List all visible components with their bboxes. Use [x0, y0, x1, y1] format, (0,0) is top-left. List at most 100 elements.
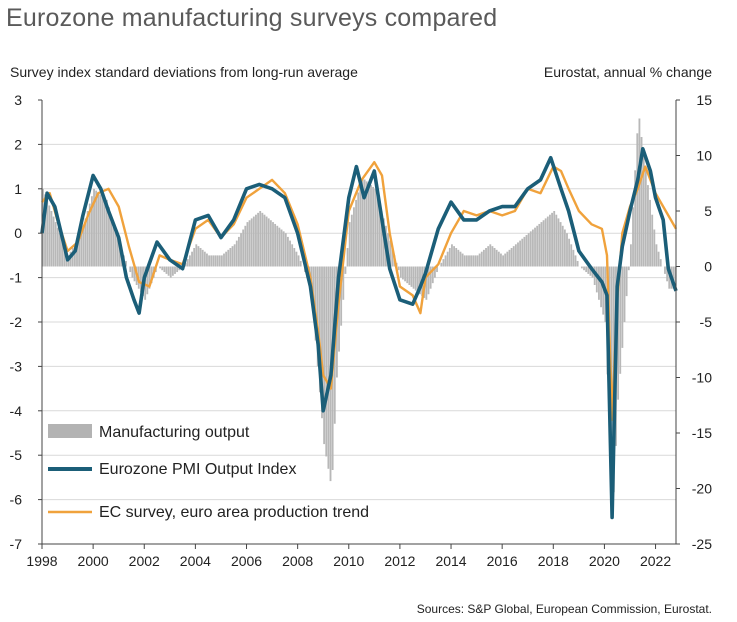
output-bar — [280, 229, 283, 267]
output-bar — [472, 255, 475, 267]
output-bar — [525, 235, 528, 267]
output-bar — [412, 266, 415, 289]
left-tick-label: -3 — [10, 358, 23, 374]
output-bar — [561, 225, 564, 267]
output-bar — [340, 266, 343, 326]
output-bar — [197, 246, 200, 267]
output-bar — [444, 255, 447, 267]
x-tick-label: 2016 — [487, 553, 518, 569]
x-tick-label: 2004 — [180, 553, 211, 569]
output-bar — [71, 248, 74, 267]
output-bar — [90, 196, 93, 267]
right-tick-label: -10 — [692, 370, 712, 386]
right-axis-label: Eurostat, annual % change — [544, 64, 712, 80]
output-bar — [105, 199, 108, 267]
output-bar — [199, 248, 202, 267]
output-bar — [214, 255, 217, 267]
output-bar — [235, 240, 238, 267]
left-tick-label: -6 — [10, 492, 23, 508]
output-bar — [455, 248, 458, 267]
output-bar — [259, 211, 262, 267]
output-bar — [61, 238, 64, 267]
output-bar — [84, 218, 87, 267]
left-tick-label: -1 — [10, 270, 23, 286]
output-bar — [542, 220, 545, 267]
right-tick-label: 5 — [704, 203, 712, 219]
source-note: Sources: S&P Global, European Commission… — [417, 602, 712, 616]
output-bar — [220, 255, 223, 267]
output-bar — [372, 186, 375, 267]
output-bar — [88, 203, 91, 267]
output-bar — [419, 266, 421, 295]
output-bar — [44, 194, 46, 267]
output-bar — [510, 248, 513, 267]
output-bar — [664, 266, 666, 274]
output-bar — [659, 259, 662, 267]
left-tick-label: 2 — [14, 136, 22, 152]
output-bar — [231, 246, 234, 267]
output-bar — [465, 255, 468, 267]
output-bar — [357, 192, 360, 267]
output-bar — [218, 255, 221, 267]
output-bar — [468, 255, 470, 267]
output-bar — [367, 183, 370, 267]
x-tick-label: 2020 — [589, 553, 620, 569]
left-tick-label: -5 — [10, 447, 23, 463]
output-bar — [508, 249, 511, 267]
output-bar — [146, 266, 149, 295]
output-bar — [580, 266, 583, 269]
output-bar — [112, 222, 115, 267]
output-bar — [649, 199, 651, 267]
output-bar — [442, 259, 445, 267]
output-bar — [431, 266, 434, 284]
output-bar — [512, 246, 515, 267]
output-bar — [114, 229, 117, 267]
output-bar — [50, 211, 53, 267]
output-bar — [493, 248, 496, 267]
output-bar — [595, 266, 598, 293]
output-bar — [504, 253, 507, 267]
output-bar — [583, 266, 585, 271]
output-bar — [397, 266, 400, 271]
output-bar — [297, 255, 300, 267]
output-bar — [80, 233, 83, 267]
output-bar — [480, 251, 483, 267]
output-bar — [316, 266, 319, 367]
output-bar — [502, 255, 504, 267]
output-bar — [210, 255, 213, 267]
output-bar — [73, 244, 76, 267]
output-bar — [574, 255, 577, 267]
output-bar — [555, 214, 558, 267]
output-bar — [489, 244, 492, 267]
right-axis-ticks: 15 10 5 0 -5 -10 -15 -20 -25 — [676, 92, 712, 552]
output-bar — [314, 266, 317, 341]
output-bar — [506, 251, 509, 267]
output-bar — [482, 249, 485, 267]
x-axis-ticks: 1998 2000 2002 2004 2006 2008 2010 2012 2014 2016… — [26, 544, 671, 569]
output-bar — [361, 177, 364, 267]
output-bar — [551, 212, 553, 267]
output-bar — [623, 266, 626, 322]
output-bar — [376, 196, 379, 267]
output-bar — [391, 248, 394, 267]
output-bar — [617, 266, 620, 400]
output-bar — [640, 137, 643, 267]
output-bar — [150, 266, 153, 284]
output-bar — [186, 259, 189, 267]
output-bar — [350, 214, 353, 267]
output-bar — [653, 229, 656, 267]
output-bar — [355, 199, 357, 267]
right-tick-label: 15 — [696, 92, 712, 108]
output-bar — [589, 266, 592, 276]
output-bar — [600, 266, 602, 308]
output-bar — [487, 246, 490, 267]
output-bar — [668, 266, 671, 289]
output-bar — [359, 185, 362, 267]
output-bar — [638, 118, 641, 267]
output-bar — [165, 266, 168, 274]
output-bar — [103, 198, 106, 267]
output-bar — [248, 220, 251, 267]
output-bar — [672, 266, 675, 289]
output-bar — [125, 260, 127, 267]
output-bar — [201, 249, 204, 267]
